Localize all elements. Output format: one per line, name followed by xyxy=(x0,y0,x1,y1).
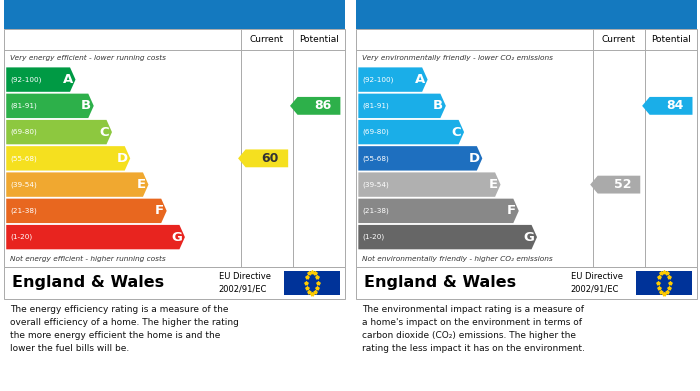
Text: D: D xyxy=(468,152,480,165)
Text: 52: 52 xyxy=(614,178,631,191)
Text: (92-100): (92-100) xyxy=(363,76,394,83)
Text: G: G xyxy=(172,231,182,244)
Text: Potential: Potential xyxy=(651,35,691,44)
Polygon shape xyxy=(6,93,94,118)
Text: E: E xyxy=(136,178,146,191)
Text: A: A xyxy=(414,73,425,86)
Text: B: B xyxy=(81,99,91,112)
Text: Current: Current xyxy=(602,35,636,44)
Text: (1-20): (1-20) xyxy=(10,234,32,240)
Text: Environmental Impact (CO₂) Rating: Environmental Impact (CO₂) Rating xyxy=(364,8,610,21)
Text: 86: 86 xyxy=(314,99,331,112)
Text: (69-80): (69-80) xyxy=(363,129,389,135)
FancyBboxPatch shape xyxy=(356,0,697,29)
Polygon shape xyxy=(590,176,641,194)
Text: (69-80): (69-80) xyxy=(10,129,37,135)
Text: The environmental impact rating is a measure of
a home's impact on the environme: The environmental impact rating is a mea… xyxy=(363,305,585,353)
Text: Very environmentally friendly - lower CO₂ emissions: Very environmentally friendly - lower CO… xyxy=(363,55,554,61)
Polygon shape xyxy=(358,93,446,118)
Text: (39-54): (39-54) xyxy=(363,181,389,188)
Text: (81-91): (81-91) xyxy=(363,102,389,109)
Text: (39-54): (39-54) xyxy=(10,181,37,188)
Text: D: D xyxy=(116,152,127,165)
Polygon shape xyxy=(358,199,519,223)
Text: EU Directive
2002/91/EC: EU Directive 2002/91/EC xyxy=(218,273,271,293)
Polygon shape xyxy=(6,199,167,223)
Text: F: F xyxy=(155,204,164,217)
Text: A: A xyxy=(62,73,73,86)
Text: EU Directive
2002/91/EC: EU Directive 2002/91/EC xyxy=(570,273,623,293)
Text: Not energy efficient - higher running costs: Not energy efficient - higher running co… xyxy=(10,255,166,262)
FancyBboxPatch shape xyxy=(4,0,345,29)
FancyBboxPatch shape xyxy=(4,29,345,267)
Text: 60: 60 xyxy=(262,152,279,165)
Polygon shape xyxy=(358,120,464,144)
Text: B: B xyxy=(433,99,443,112)
Polygon shape xyxy=(358,146,482,170)
FancyBboxPatch shape xyxy=(636,271,692,295)
Text: C: C xyxy=(452,126,461,138)
Text: (21-38): (21-38) xyxy=(10,208,37,214)
Text: E: E xyxy=(489,178,498,191)
Text: (55-68): (55-68) xyxy=(10,155,37,161)
Text: (1-20): (1-20) xyxy=(363,234,384,240)
Polygon shape xyxy=(6,67,76,92)
Polygon shape xyxy=(6,120,112,144)
Polygon shape xyxy=(6,225,185,249)
Text: Very energy efficient - lower running costs: Very energy efficient - lower running co… xyxy=(10,55,167,61)
Text: England & Wales: England & Wales xyxy=(364,275,517,291)
Text: 84: 84 xyxy=(666,99,683,112)
Text: C: C xyxy=(99,126,109,138)
FancyBboxPatch shape xyxy=(356,267,697,299)
Text: Potential: Potential xyxy=(299,35,339,44)
Polygon shape xyxy=(6,146,130,170)
Text: Not environmentally friendly - higher CO₂ emissions: Not environmentally friendly - higher CO… xyxy=(363,255,553,262)
Polygon shape xyxy=(358,172,500,197)
Text: G: G xyxy=(524,231,534,244)
Text: (92-100): (92-100) xyxy=(10,76,42,83)
Text: Current: Current xyxy=(250,35,284,44)
FancyBboxPatch shape xyxy=(4,267,345,299)
Polygon shape xyxy=(642,97,692,115)
Polygon shape xyxy=(238,149,288,167)
FancyBboxPatch shape xyxy=(284,271,340,295)
Text: (81-91): (81-91) xyxy=(10,102,37,109)
FancyBboxPatch shape xyxy=(356,29,697,267)
Text: (55-68): (55-68) xyxy=(363,155,389,161)
Polygon shape xyxy=(358,67,428,92)
Text: F: F xyxy=(507,204,516,217)
Polygon shape xyxy=(6,172,148,197)
Text: (21-38): (21-38) xyxy=(363,208,389,214)
Text: England & Wales: England & Wales xyxy=(12,275,164,291)
Text: The energy efficiency rating is a measure of the
overall efficiency of a home. T: The energy efficiency rating is a measur… xyxy=(10,305,239,353)
Text: Energy Efficiency Rating: Energy Efficiency Rating xyxy=(12,8,183,21)
Polygon shape xyxy=(290,97,340,115)
Polygon shape xyxy=(358,225,537,249)
